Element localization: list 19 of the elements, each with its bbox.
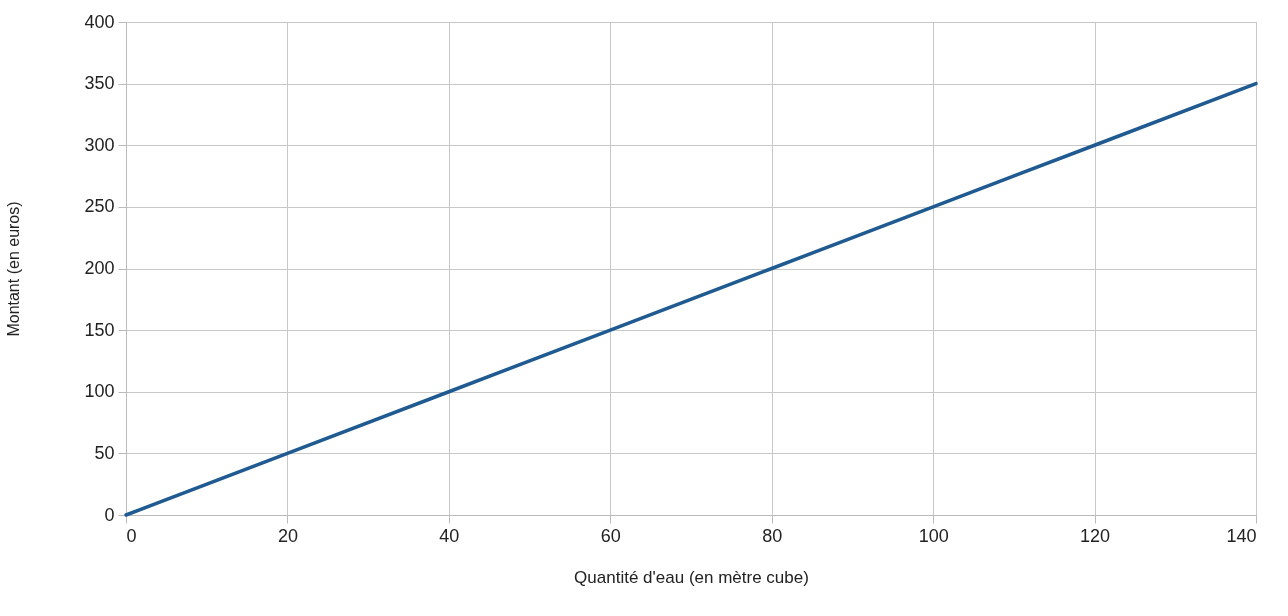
x-tick-label: 40 [439, 525, 460, 546]
y-tick-label: 400 [84, 11, 115, 32]
y-tick-label: 250 [84, 196, 115, 217]
x-tick-label: 120 [1080, 525, 1111, 546]
x-tick-label: 60 [600, 525, 621, 546]
y-tick-label: 50 [94, 442, 115, 463]
x-axis-title: Quantité d'eau (en mètre cube) [574, 567, 809, 587]
x-tick-label: 80 [762, 525, 783, 546]
x-tick-label: 100 [918, 525, 949, 546]
x-tick-label: 20 [277, 525, 298, 546]
x-tick-label: 0 [126, 525, 137, 546]
y-tick-label: 350 [84, 73, 115, 94]
x-tick-label: 140 [1226, 525, 1257, 546]
y-tick-label: 100 [84, 381, 115, 402]
y-tick-label: 200 [84, 258, 115, 278]
y-tick-label: 150 [84, 319, 115, 340]
y-tick-label: 300 [84, 134, 115, 155]
y-tick-label: 0 [104, 504, 115, 525]
y-axis-title: Montant (en euros) [5, 201, 23, 337]
